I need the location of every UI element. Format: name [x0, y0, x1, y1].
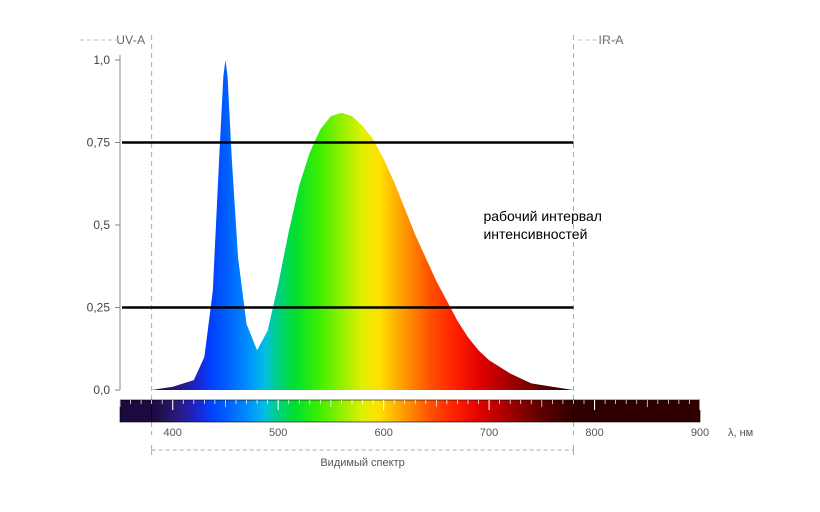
spectrum-area	[152, 60, 574, 390]
x-tick-label: 500	[269, 427, 287, 439]
interval-label-line1: рабочий интервал	[483, 208, 602, 224]
x-tick-label: 800	[585, 427, 603, 439]
interval-label-line2: интенсивностей	[483, 226, 587, 242]
x-tick-label: 900	[691, 427, 709, 439]
y-tick-label: 0,25	[87, 301, 111, 315]
y-tick-label: 0,75	[87, 136, 111, 150]
x-tick-label: 600	[374, 427, 392, 439]
uv-a-label: UV-A	[116, 33, 145, 47]
x-tick-label: 700	[480, 427, 498, 439]
spectrum-chart: 0,00,250,50,751,0UV-AIR-Aрабочий интерва…	[0, 0, 820, 512]
y-tick-label: 0,0	[93, 383, 110, 397]
y-tick-label: 0,5	[93, 218, 110, 232]
x-axis-label: λ, нм	[728, 427, 753, 439]
visible-spectrum-label: Видимый спектр	[320, 457, 404, 469]
x-tick-label: 400	[164, 427, 182, 439]
y-tick-label: 1,0	[93, 53, 110, 67]
